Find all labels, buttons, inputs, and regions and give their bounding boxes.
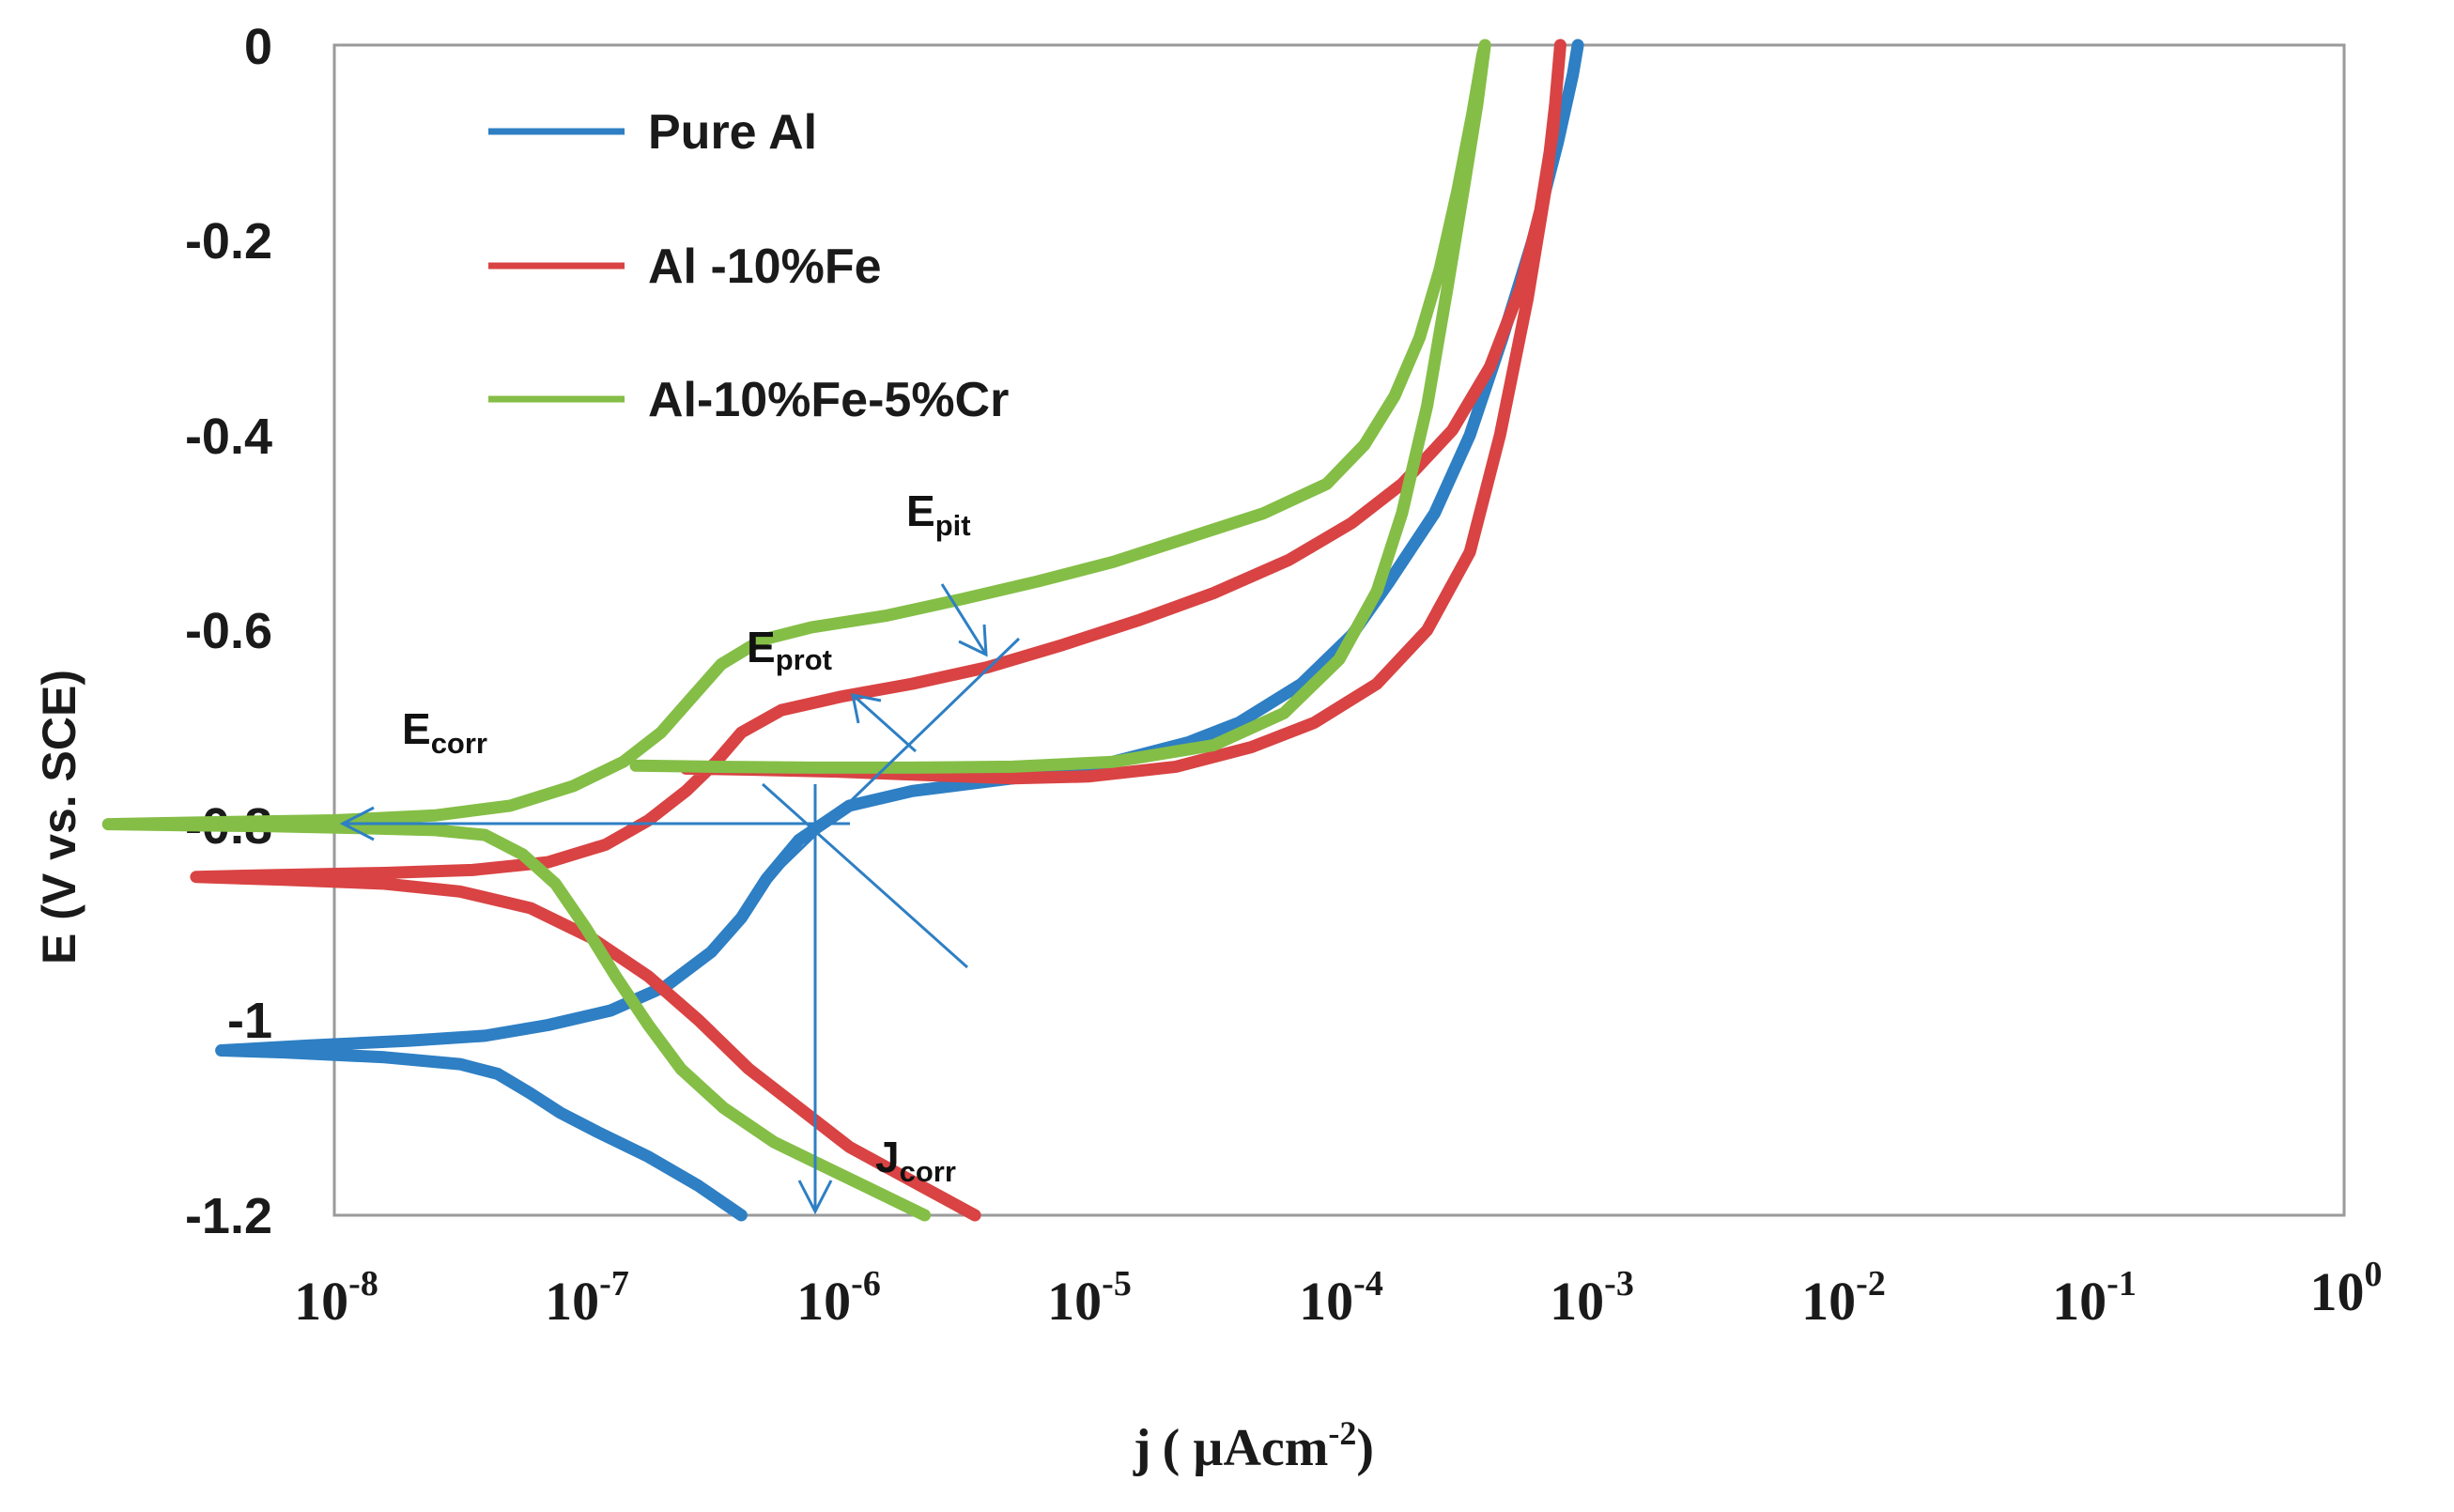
anodic-tangent [749, 637, 1021, 899]
y-tick-label: -0.6 [185, 603, 272, 659]
legend-label: Al -10%Fe [648, 239, 882, 294]
x-tick-label: 10-8 [294, 1264, 378, 1332]
eprot-label: Eprot [747, 623, 832, 676]
annotation-labels: Ecorr Eprot Epit Jcorr [402, 486, 971, 1188]
series-line-al-10-fe [190, 39, 1567, 1222]
epit-label: Epit [906, 486, 971, 542]
epit-arrowhead [958, 624, 988, 657]
series-line-pure-al [215, 39, 1584, 1222]
y-tick-label: -0.2 [185, 213, 272, 270]
x-tick-label: 10-3 [1550, 1264, 1634, 1332]
y-tick-labels: 0 -0.2 -0.4 -0.6 -0.8 -1 -1.2 [185, 19, 272, 1244]
legend: Pure Al Al -10%Fe Al-10%Fe-5%Cr [488, 105, 1009, 427]
x-tick-label: 100 [2310, 1255, 2383, 1322]
x-tick-label: 10-2 [1801, 1264, 1886, 1332]
ecorr-arrowhead [339, 806, 375, 841]
x-tick-label: 10-4 [1299, 1264, 1383, 1332]
legend-label: Pure Al [648, 105, 817, 160]
annotation-arrows [339, 583, 1021, 1215]
eprot-arrow [851, 693, 918, 753]
epit-arrow [940, 583, 988, 656]
y-tick-label: -1 [227, 993, 272, 1049]
y-tick-label: -0.4 [185, 409, 272, 465]
x-tick-label: 10-1 [2052, 1264, 2137, 1332]
x-axis-label: j( µAcm-2) [1133, 1414, 1374, 1477]
jcorr-label: Jcorr [875, 1133, 956, 1188]
x-tick-labels: 10-8 10-7 10-6 10-5 10-4 10-3 10-2 10-1 … [294, 1255, 2382, 1332]
series-line-al-10-fe-5-cr [101, 39, 1491, 1222]
cathodic-tangent [761, 782, 969, 969]
y-tick-label: 0 [244, 19, 272, 75]
legend-label: Al-10%Fe-5%Cr [648, 373, 1009, 427]
jcorr-arrowhead [797, 1180, 833, 1215]
x-tick-label: 10-5 [1047, 1264, 1132, 1332]
x-tick-label: 10-7 [545, 1264, 629, 1332]
plot-area [332, 43, 2346, 1217]
x-tick-label: 10-6 [796, 1264, 881, 1332]
series-layer [101, 39, 1584, 1222]
y-axis-label: E (V vs. SCE) [33, 670, 85, 964]
y-tick-label: -1.2 [185, 1188, 272, 1244]
eprot-arrowhead [851, 693, 882, 724]
ecorr-label: Ecorr [402, 704, 487, 760]
